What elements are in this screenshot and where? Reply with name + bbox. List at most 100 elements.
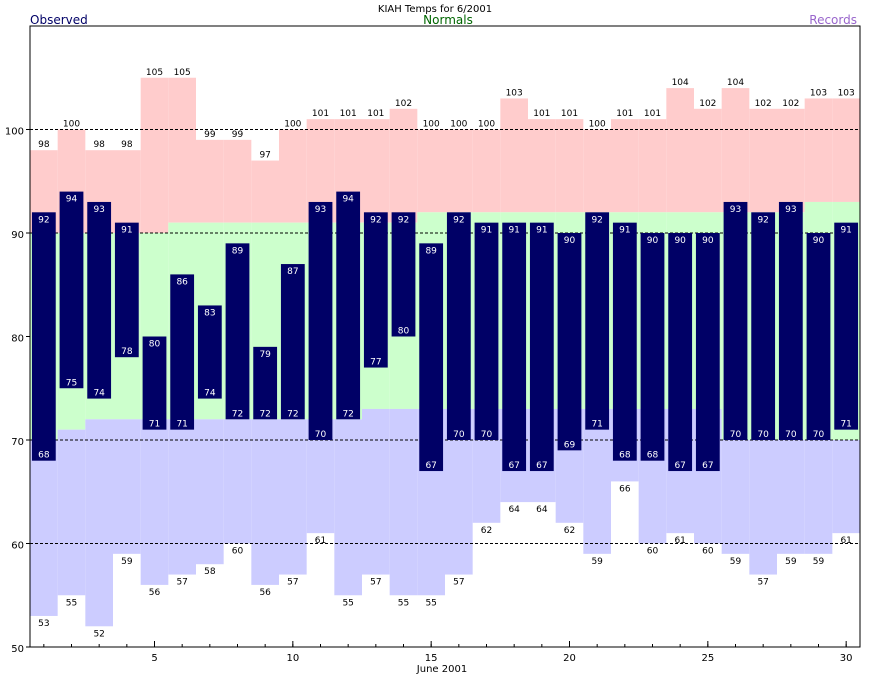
observed-bar [446,212,471,440]
observed-high-label: 92 [38,215,49,225]
observed-high-label: 89 [232,246,244,256]
observed-bar [474,222,499,440]
observed-low-label: 77 [370,358,381,368]
record-low-label: 57 [453,578,464,588]
plot-area: 9853926810055947598529374985991781055680… [5,25,861,664]
record-high-label: 101 [616,109,633,119]
record-high-band [666,88,694,213]
observed-bar [419,243,444,472]
observed-low-label: 67 [536,461,547,471]
record-low-label: 66 [619,484,631,494]
observed-high-label: 91 [840,226,851,236]
record-high-label: 100 [423,120,440,130]
record-low-label: 59 [730,557,742,567]
record-low-label: 64 [508,505,520,515]
record-low-band [113,419,141,554]
record-high-label: 100 [478,120,495,130]
record-high-label: 98 [93,140,105,150]
record-high-label: 104 [672,78,689,88]
record-low-label: 62 [481,526,492,536]
observed-low-label: 72 [342,409,353,419]
record-low-label: 60 [702,547,714,557]
record-low-label: 57 [757,578,768,588]
record-high-band [749,108,777,213]
observed-bar [529,222,554,472]
record-high-band [528,119,556,213]
x-tick-label: 15 [425,653,438,664]
record-high-band [694,108,722,213]
record-low-band [279,419,307,575]
observed-bar [695,233,720,472]
observed-bar [640,233,665,461]
record-low-band [30,440,58,616]
record-low-label: 56 [259,588,271,598]
observed-high-label: 79 [259,350,271,360]
record-high-band [113,150,141,233]
record-high-label: 102 [395,99,412,109]
observed-high-label: 92 [370,215,381,225]
observed-low-label: 70 [813,430,825,440]
observed-high-label: 87 [287,267,298,277]
record-low-band [223,419,252,544]
observed-low-label: 67 [702,461,713,471]
record-high-label: 98 [121,140,133,150]
x-tick-label: 25 [701,653,714,664]
observed-low-label: 74 [204,389,216,399]
record-low-band [389,408,418,596]
observed-low-label: 80 [398,327,410,337]
record-high-label: 101 [561,109,578,119]
observed-bar [114,222,139,358]
record-low-label: 56 [149,588,161,598]
observed-high-label: 90 [647,236,659,246]
observed-low-label: 71 [591,420,602,430]
record-high-label: 97 [259,151,270,161]
record-high-label: 101 [533,109,550,119]
x-tick-label: 5 [151,653,157,664]
observed-low-label: 67 [425,461,436,471]
record-low-label: 64 [536,505,548,515]
record-high-label: 103 [506,88,523,98]
record-low-label: 55 [66,598,77,608]
record-high-label: 105 [174,68,191,78]
observed-bar [778,201,803,440]
observed-high-label: 90 [564,236,576,246]
observed-bar [308,201,333,440]
record-low-label: 52 [93,629,104,639]
record-high-band [804,98,833,202]
record-low-band [140,419,169,585]
observed-high-label: 91 [536,226,547,236]
observed-high-label: 91 [508,226,519,236]
observed-low-label: 70 [481,430,493,440]
observed-bar [280,264,305,420]
observed-bar [197,305,222,399]
record-high-label: 99 [204,130,216,140]
observed-bar [31,212,56,461]
record-low-band [85,419,113,627]
observed-bar [751,212,776,440]
observed-bar [834,222,859,430]
observed-low-label: 68 [619,451,631,461]
observed-high-label: 92 [398,215,409,225]
observed-low-label: 75 [66,378,77,388]
y-tick-label: 60 [11,541,24,552]
record-low-label: 57 [176,578,187,588]
record-high-band [638,119,667,213]
observed-low-label: 67 [508,461,519,471]
observed-low-label: 70 [453,430,465,440]
record-high-band [140,77,169,233]
record-low-label: 55 [342,598,353,608]
record-low-label: 59 [813,557,825,567]
record-low-band [196,419,224,565]
observed-high-label: 90 [702,236,714,246]
record-high-band [417,129,445,213]
record-low-label: 60 [647,547,659,557]
record-high-label: 101 [312,109,329,119]
record-high-label: 101 [367,109,384,119]
record-high-band [389,108,418,223]
record-high-label: 103 [810,88,827,98]
observed-low-label: 67 [674,461,685,471]
record-high-band [500,98,528,213]
record-high-label: 102 [755,99,772,109]
observed-bar [87,201,112,399]
observed-high-label: 91 [619,226,630,236]
